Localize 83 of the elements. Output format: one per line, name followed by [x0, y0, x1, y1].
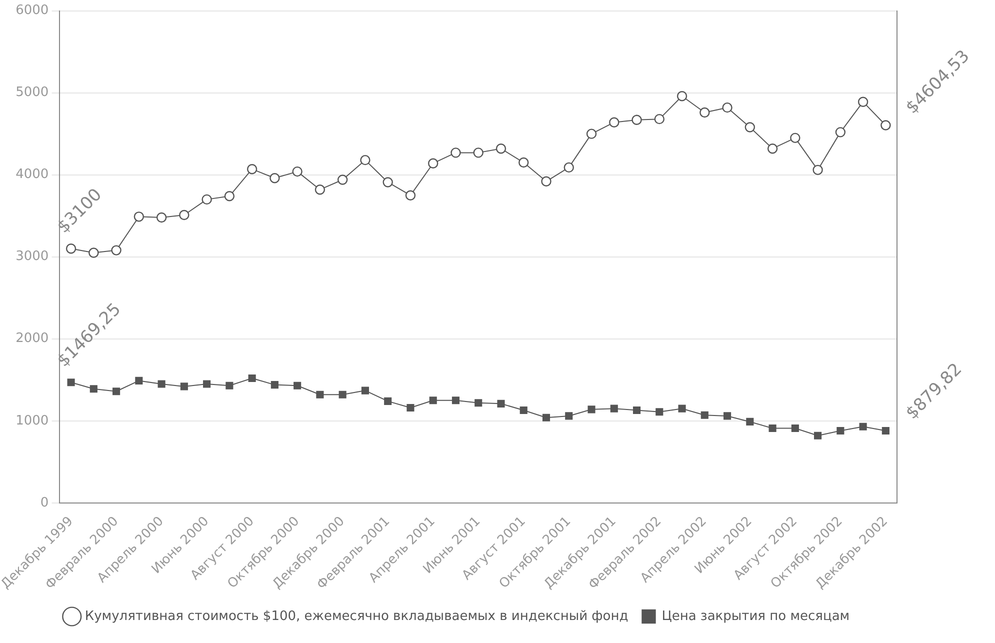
point: [337, 174, 348, 185]
point: [744, 122, 756, 132]
point: [518, 157, 529, 168]
point: [473, 148, 484, 158]
point: [520, 406, 528, 414]
point: [880, 120, 891, 130]
point: [134, 212, 144, 222]
point: [429, 396, 437, 404]
point: [656, 408, 664, 416]
point: [180, 382, 188, 390]
point: [724, 412, 732, 420]
point: [859, 422, 867, 430]
point: [790, 132, 800, 144]
point: [224, 191, 235, 202]
point: [564, 162, 574, 173]
y-tick-label: 4000: [16, 167, 49, 182]
point: [314, 184, 326, 195]
point: [836, 426, 844, 435]
point: [767, 143, 778, 154]
point: [654, 114, 664, 124]
point: [156, 212, 167, 223]
point: [203, 380, 211, 388]
y-tick-label: 5000: [16, 85, 49, 100]
point: [610, 404, 618, 412]
point: [452, 396, 460, 404]
point: [405, 190, 416, 200]
point: [361, 386, 369, 394]
point: [835, 127, 846, 138]
point: [248, 374, 256, 382]
point: [722, 102, 732, 113]
y-tick-label: 3000: [16, 249, 49, 264]
point: [202, 194, 212, 205]
point: [496, 143, 506, 154]
point: [542, 414, 550, 422]
point: [632, 114, 642, 125]
point: [450, 148, 461, 158]
y-tick-label: 2000: [16, 331, 49, 346]
point: [858, 96, 868, 107]
point: [541, 176, 552, 186]
point: [406, 404, 414, 412]
point: [111, 245, 122, 256]
point: [179, 210, 190, 220]
point: [112, 388, 120, 396]
y-tick-label: 0: [40, 495, 49, 510]
point: [700, 107, 710, 118]
point: [226, 382, 234, 390]
y-tick-label: 1000: [16, 413, 49, 428]
point: [814, 432, 822, 440]
point: [791, 424, 799, 432]
point: [338, 390, 346, 398]
point: [609, 117, 620, 128]
legend-label: Кумулятивная стоимость $100, ежемесячно вкладываемых в индексный фонд: [84, 608, 628, 624]
point: [382, 177, 393, 188]
point: [678, 404, 686, 412]
point: [768, 424, 776, 432]
point: [66, 244, 76, 254]
point: [270, 381, 278, 389]
point: [700, 411, 708, 419]
point: [316, 390, 324, 398]
point: [270, 173, 280, 184]
point: [360, 154, 370, 166]
point: [90, 385, 98, 393]
point: [246, 164, 258, 174]
point: [67, 378, 75, 386]
point: [812, 164, 823, 176]
point: [428, 158, 438, 168]
point: [588, 406, 596, 414]
point: [158, 380, 166, 388]
y-tick-label: 6000: [16, 3, 49, 18]
point: [676, 91, 688, 102]
point: [88, 248, 99, 258]
point: [632, 406, 641, 414]
point: [882, 426, 890, 435]
point: [474, 399, 482, 407]
point: [497, 400, 505, 408]
point: [384, 397, 392, 405]
point: [565, 412, 573, 420]
point: [135, 376, 143, 384]
point: [586, 128, 597, 139]
legend-label: Цена закрытия по месяцам: [662, 608, 850, 624]
point: [746, 418, 754, 426]
point: [292, 166, 302, 177]
point: [294, 382, 302, 390]
